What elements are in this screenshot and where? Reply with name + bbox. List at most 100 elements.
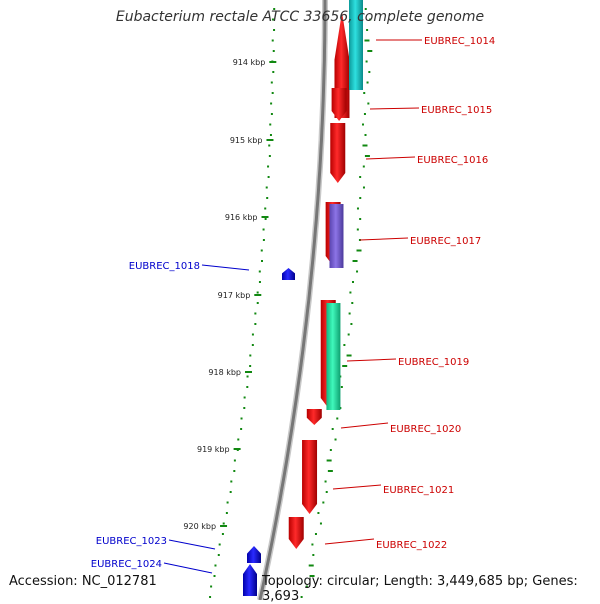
gc-dot — [356, 228, 359, 231]
reverse-gene-arrow[interactable] — [243, 564, 257, 596]
gc-dot — [361, 123, 364, 126]
gc-dot — [217, 554, 220, 556]
gc-dot — [264, 218, 267, 220]
gc-dot — [258, 270, 261, 273]
gene-label-eubrec-1018[interactable]: EUBREC_1018 — [129, 261, 200, 272]
gc-dot — [308, 564, 314, 567]
gc-dot — [268, 144, 271, 147]
gc-dot — [269, 123, 272, 126]
gene-label-eubrec-1020[interactable]: EUBREC_1020 — [390, 424, 461, 435]
gc-dot — [342, 365, 348, 367]
gc-dot — [249, 365, 252, 367]
gc-dot — [266, 197, 269, 199]
feature-bar-green[interactable] — [326, 303, 341, 410]
gc-dot — [251, 333, 254, 336]
reverse-gene-arrow[interactable] — [282, 268, 295, 280]
gene-label-eubrec-1016[interactable]: EUBREC_1016 — [417, 155, 488, 166]
gc-dot — [309, 575, 315, 577]
gene-label-eubrec-1021[interactable]: EUBREC_1021 — [383, 485, 454, 496]
gene-label-eubrec-1015[interactable]: EUBREC_1015 — [421, 105, 492, 116]
gene-label-eubrec-1014[interactable]: EUBREC_1014 — [424, 36, 495, 47]
gene-leader-line — [201, 264, 250, 271]
gc-dot — [267, 165, 270, 168]
gc-dot — [349, 291, 352, 294]
gc-dot — [270, 81, 273, 84]
gc-dot — [364, 39, 370, 42]
forward-gene-arrow[interactable] — [330, 123, 346, 183]
gene-leader-line — [332, 484, 382, 490]
gc-dot — [225, 512, 228, 514]
gc-dot — [218, 543, 221, 546]
gc-dot — [258, 281, 261, 283]
backbone — [257, 0, 328, 600]
gc-dot — [262, 239, 265, 241]
gc-dot — [271, 60, 274, 63]
gene-leader-line — [324, 538, 375, 545]
gc-dot — [364, 155, 370, 157]
scale-tick-label: 918 kbp — [208, 368, 241, 377]
gc-dot — [243, 407, 246, 409]
gc-dot — [268, 155, 271, 157]
gc-dot — [273, 29, 276, 31]
forward-gene-arrow[interactable] — [306, 409, 322, 425]
gc-dot — [265, 186, 268, 189]
gene-label-eubrec-1019[interactable]: EUBREC_1019 — [398, 357, 469, 368]
gene-label-eubrec-1023[interactable]: EUBREC_1023 — [96, 536, 167, 547]
gc-dot — [325, 491, 328, 493]
gene-label-eubrec-1022[interactable]: EUBREC_1022 — [376, 540, 447, 551]
gc-dot — [210, 585, 213, 588]
scale-tick-label: 914 kbp — [233, 58, 266, 67]
scale-tick-label: 917 kbp — [218, 291, 251, 300]
gc-dot — [351, 281, 354, 283]
forward-gene-arrow[interactable] — [288, 517, 304, 549]
gc-dot — [369, 18, 372, 21]
gc-dot — [359, 197, 362, 199]
gc-dot — [336, 417, 339, 420]
reverse-gene-arrow[interactable] — [247, 546, 261, 563]
gc-dot — [362, 165, 365, 168]
gene-label-eubrec-1017[interactable]: EUBREC_1017 — [410, 236, 481, 247]
gc-dot — [311, 543, 314, 546]
gc-dot — [340, 386, 343, 388]
gc-dot — [271, 18, 274, 21]
gc-dot — [365, 60, 368, 63]
backbone-shadow — [257, 0, 328, 600]
feature-bar-cyan[interactable] — [349, 0, 363, 90]
gc-dot — [240, 428, 243, 430]
scale-tick-label: 919 kbp — [197, 445, 230, 454]
gc-dot — [233, 459, 236, 462]
gc-dot — [221, 533, 224, 535]
gc-dot — [368, 71, 371, 73]
gc-dot — [233, 470, 236, 472]
forward-gene-arrow[interactable] — [302, 440, 318, 514]
gc-dot — [359, 218, 362, 220]
gc-dot — [327, 470, 333, 472]
gc-dot — [273, 8, 276, 10]
gc-dot — [319, 522, 322, 525]
gc-dot — [347, 333, 350, 336]
gc-dot — [237, 438, 240, 441]
gc-dot — [249, 354, 252, 357]
gene-leader-line — [365, 156, 416, 160]
gc-dot — [214, 564, 217, 567]
gc-dot — [256, 291, 259, 294]
gc-dot — [356, 207, 359, 210]
scale-ticks: 914 kbp 915 kbp 916 kbp 917 kbp 918 kbp 919 k… — [183, 58, 277, 531]
gc-dot — [209, 596, 212, 598]
gc-dot — [243, 396, 246, 399]
gene-leader-line — [359, 237, 409, 241]
gc-dot — [367, 50, 373, 52]
gc-dot — [343, 344, 346, 346]
gc-dot — [246, 375, 249, 378]
gc-dot — [240, 417, 243, 420]
gc-dot — [358, 239, 361, 241]
gene-label-eubrec-1024[interactable]: EUBREC_1024 — [91, 559, 162, 570]
gc-dot — [367, 102, 370, 105]
gc-dot — [350, 323, 353, 325]
gc-dot — [322, 501, 325, 504]
feature-bar-purple[interactable] — [329, 204, 344, 268]
gc-dot — [334, 438, 337, 441]
forward-gene-arrow[interactable] — [331, 88, 347, 121]
gc-dot — [348, 312, 351, 315]
